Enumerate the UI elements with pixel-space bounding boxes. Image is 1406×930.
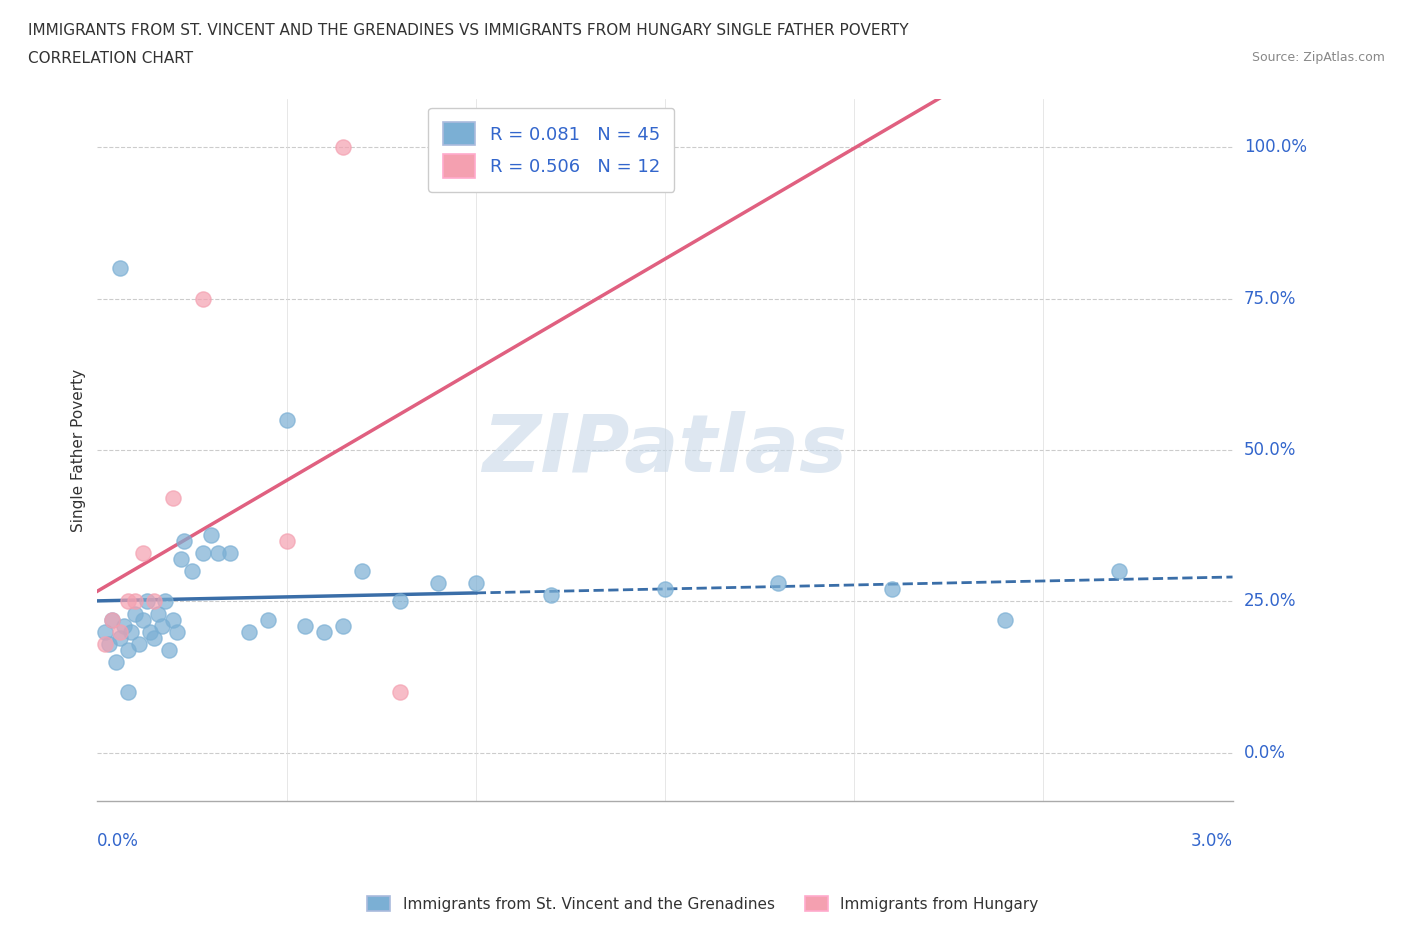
- Legend: Immigrants from St. Vincent and the Grenadines, Immigrants from Hungary: Immigrants from St. Vincent and the Gren…: [361, 889, 1045, 918]
- Point: [139, 624, 162, 639]
- Point: [352, 564, 374, 578]
- Legend: R = 0.081   N = 45, R = 0.506   N = 12: R = 0.081 N = 45, R = 0.506 N = 12: [429, 108, 675, 193]
- Point: [162, 612, 184, 627]
- Point: [1108, 564, 1130, 578]
- Point: [218, 546, 240, 561]
- Point: [94, 636, 117, 651]
- Point: [200, 527, 222, 542]
- Point: [332, 618, 354, 633]
- Point: [166, 624, 188, 639]
- Point: [112, 618, 135, 633]
- Point: [173, 534, 195, 549]
- Point: [162, 491, 184, 506]
- Point: [155, 594, 177, 609]
- Point: [108, 260, 131, 275]
- Point: [143, 631, 166, 645]
- Point: [150, 618, 173, 633]
- Point: [124, 594, 146, 609]
- Text: ZIPatlas: ZIPatlas: [482, 411, 848, 489]
- Point: [207, 546, 229, 561]
- Y-axis label: Single Father Poverty: Single Father Poverty: [72, 368, 86, 532]
- Point: [389, 684, 412, 699]
- Text: 25.0%: 25.0%: [1244, 592, 1296, 610]
- Point: [108, 624, 131, 639]
- Point: [132, 612, 155, 627]
- Point: [994, 612, 1017, 627]
- Point: [101, 612, 124, 627]
- Point: [124, 606, 146, 621]
- Text: Source: ZipAtlas.com: Source: ZipAtlas.com: [1251, 51, 1385, 64]
- Point: [169, 551, 191, 566]
- Point: [768, 576, 790, 591]
- Text: 3.0%: 3.0%: [1191, 832, 1233, 850]
- Text: CORRELATION CHART: CORRELATION CHART: [28, 51, 193, 66]
- Point: [540, 588, 562, 603]
- Point: [880, 582, 903, 597]
- Point: [117, 594, 139, 609]
- Point: [117, 684, 139, 699]
- Text: 50.0%: 50.0%: [1244, 441, 1296, 459]
- Point: [426, 576, 449, 591]
- Point: [97, 636, 120, 651]
- Point: [276, 534, 298, 549]
- Text: IMMIGRANTS FROM ST. VINCENT AND THE GRENADINES VS IMMIGRANTS FROM HUNGARY SINGLE: IMMIGRANTS FROM ST. VINCENT AND THE GREN…: [28, 23, 908, 38]
- Point: [464, 576, 486, 591]
- Point: [146, 606, 169, 621]
- Point: [135, 594, 157, 609]
- Point: [294, 618, 316, 633]
- Point: [181, 564, 204, 578]
- Text: 100.0%: 100.0%: [1244, 139, 1306, 156]
- Point: [132, 546, 155, 561]
- Point: [143, 594, 166, 609]
- Point: [128, 636, 150, 651]
- Point: [389, 594, 412, 609]
- Point: [117, 643, 139, 658]
- Point: [105, 655, 128, 670]
- Text: 0.0%: 0.0%: [1244, 744, 1285, 762]
- Point: [157, 643, 180, 658]
- Point: [314, 624, 336, 639]
- Point: [94, 624, 117, 639]
- Point: [276, 412, 298, 427]
- Point: [101, 612, 124, 627]
- Point: [256, 612, 278, 627]
- Point: [193, 546, 215, 561]
- Point: [238, 624, 260, 639]
- Point: [332, 140, 354, 154]
- Point: [108, 631, 131, 645]
- Point: [654, 582, 676, 597]
- Text: 0.0%: 0.0%: [97, 832, 139, 850]
- Text: 75.0%: 75.0%: [1244, 289, 1296, 308]
- Point: [193, 291, 215, 306]
- Point: [120, 624, 142, 639]
